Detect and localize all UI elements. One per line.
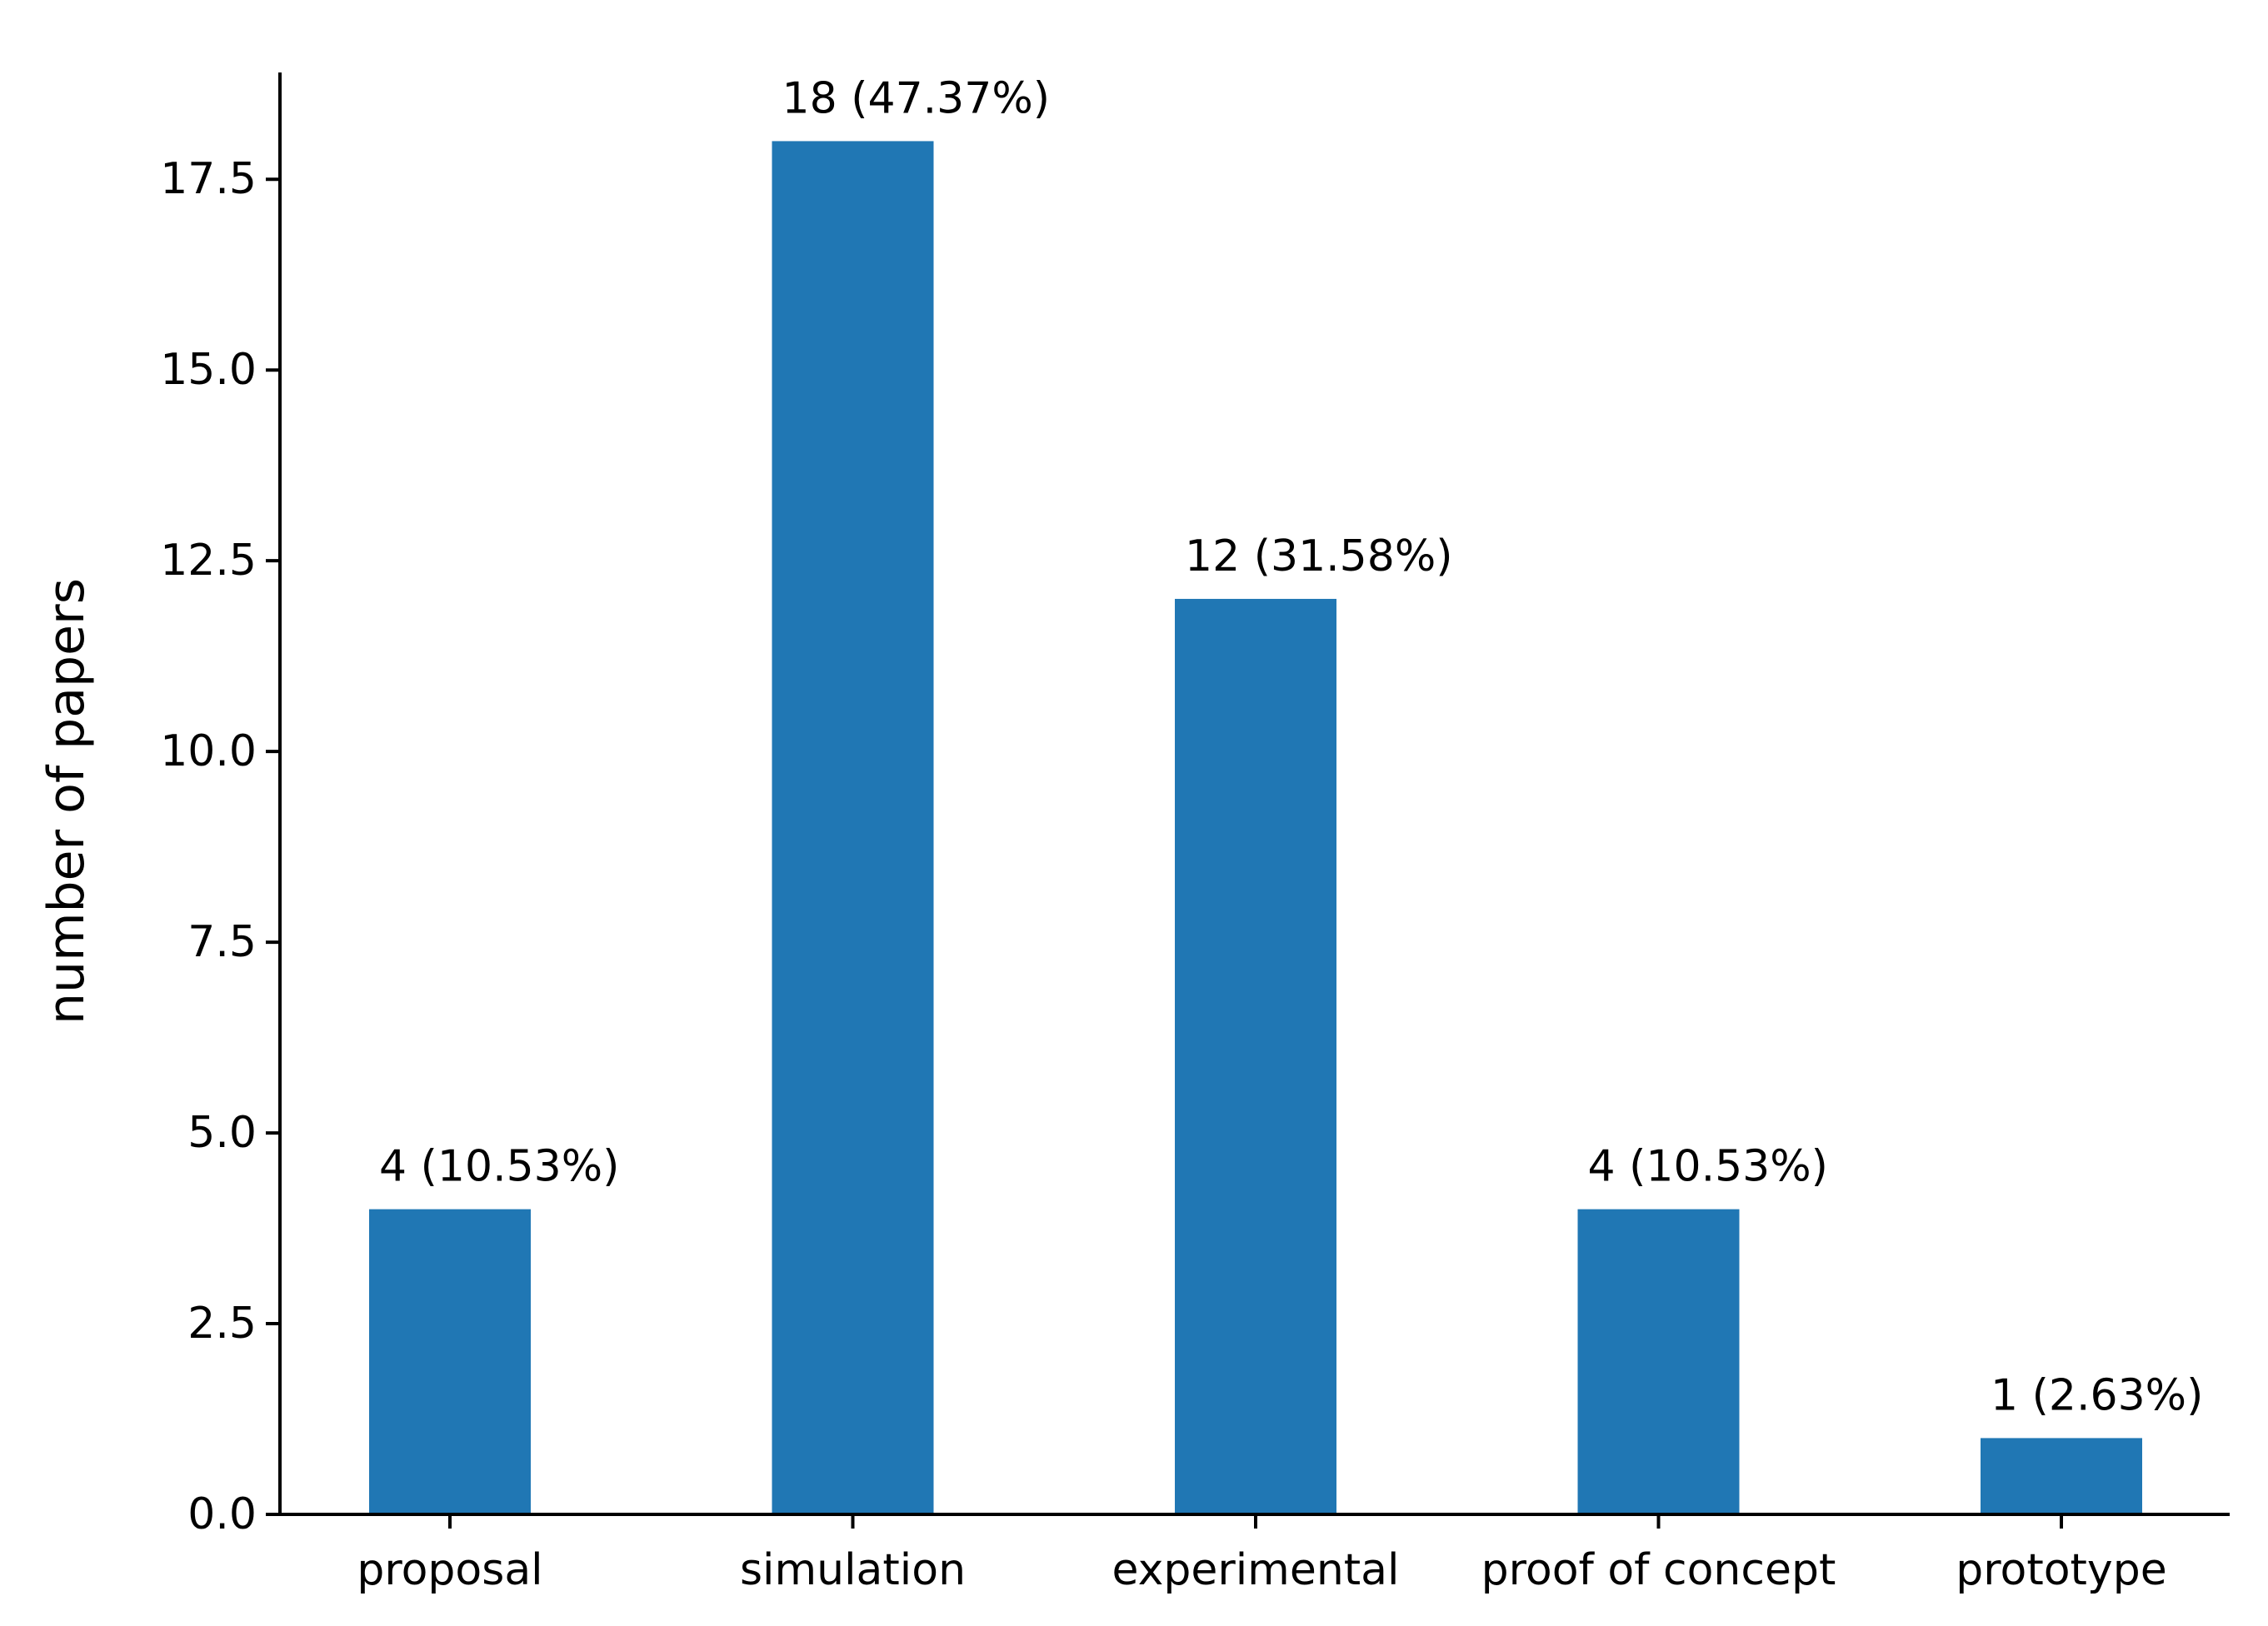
data-label: 12 (31.58%) bbox=[1185, 531, 1453, 581]
x-tick-label: proof of concept bbox=[1481, 1545, 1836, 1595]
y-tick-label: 7.5 bbox=[187, 917, 257, 967]
data-label: 4 (10.53%) bbox=[1588, 1142, 1828, 1192]
bars-group bbox=[369, 141, 2142, 1514]
bar-proof-of-concept bbox=[1577, 1209, 1740, 1514]
x-tick-label: proposal bbox=[357, 1545, 542, 1595]
x-axis: proposal simulation experimental proof of c… bbox=[280, 1513, 2230, 1595]
x-tick-label: simulation bbox=[740, 1545, 966, 1595]
data-label: 4 (10.53%) bbox=[379, 1142, 619, 1192]
y-tick-label: 17.5 bbox=[160, 154, 257, 204]
y-tick-label: 2.5 bbox=[187, 1299, 257, 1349]
data-labels-group: 4 (10.53%) 18 (47.37%) 12 (31.58%) 4 (10.53… bbox=[379, 73, 2203, 1420]
data-label: 1 (2.63%) bbox=[1991, 1370, 2203, 1420]
y-tick-label: 5.0 bbox=[187, 1108, 257, 1158]
y-tick-label: 12.5 bbox=[160, 536, 257, 586]
x-tick-label: experimental bbox=[1112, 1545, 1400, 1595]
bar-simulation bbox=[772, 141, 934, 1514]
y-axis-title: number of papers bbox=[37, 578, 96, 1025]
bar-experimental bbox=[1175, 598, 1336, 1514]
bar-prototype bbox=[1981, 1438, 2142, 1514]
bar-proposal bbox=[369, 1209, 531, 1514]
data-label: 18 (47.37%) bbox=[782, 73, 1051, 123]
y-tick-label: 10.0 bbox=[160, 726, 257, 776]
x-tick-label: prototype bbox=[1956, 1545, 2166, 1595]
y-tick-label: 15.0 bbox=[160, 345, 257, 395]
y-axis: 0.0 2.5 5.0 7.5 10.0 12.5 15.0 17.5 bbox=[160, 72, 282, 1539]
y-tick-label: 0.0 bbox=[187, 1489, 257, 1539]
